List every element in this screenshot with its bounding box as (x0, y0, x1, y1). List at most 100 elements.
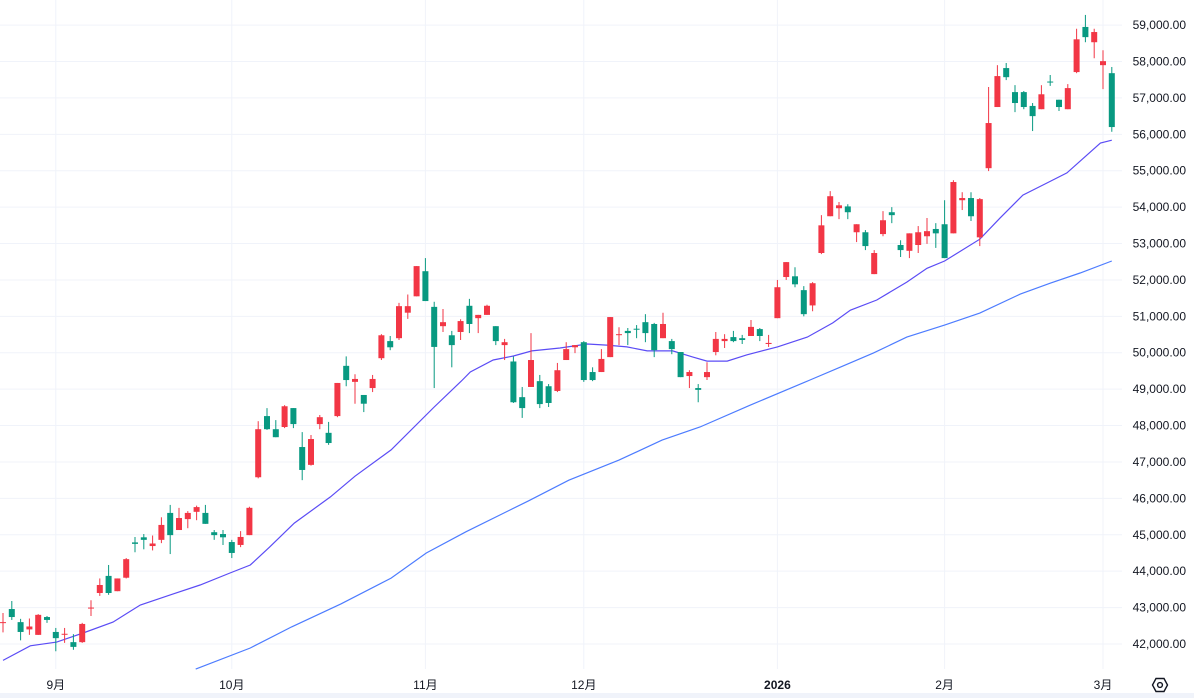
candle-body (1003, 68, 1010, 78)
candle-body (158, 524, 165, 540)
candle-body (880, 220, 886, 235)
candle-body (140, 537, 147, 540)
candle (1108, 66, 1115, 132)
candle-body (1064, 88, 1071, 110)
candle-body (264, 416, 270, 430)
candle-body (756, 329, 763, 336)
candle-body (844, 206, 851, 213)
candle (1091, 28, 1098, 59)
candle (880, 211, 886, 237)
candle (220, 530, 226, 545)
candle (0, 613, 6, 633)
candle (959, 192, 966, 211)
candle (932, 223, 939, 248)
candle-body (730, 337, 737, 342)
candle (290, 408, 297, 429)
candle (730, 330, 737, 343)
candle (114, 578, 121, 592)
candle-body (132, 542, 138, 544)
candle-body (26, 626, 33, 630)
candle-body (633, 328, 640, 330)
candle-body (1100, 61, 1106, 66)
candle-body (149, 543, 156, 547)
candle (70, 634, 77, 650)
candle (167, 504, 174, 555)
candle-body (246, 507, 253, 536)
x-tick-label: 2月 (935, 678, 954, 692)
candle (334, 382, 341, 418)
candle-body (739, 338, 746, 341)
candle (985, 87, 992, 172)
candle-body (721, 338, 728, 342)
moving-averages (2, 139, 1113, 670)
candle (202, 504, 209, 524)
candle (1020, 91, 1027, 110)
y-tick-label: 51,000.00 (1133, 309, 1187, 323)
candle (396, 302, 402, 341)
candle (545, 384, 552, 407)
candle-body (184, 512, 191, 520)
candle-body (448, 335, 455, 346)
price-axis[interactable]: 42,000.00 43,000.00 44,000.00 45,000.00 46,0… (1133, 18, 1187, 651)
candle-body (52, 631, 59, 639)
candle (105, 564, 112, 595)
time-axis[interactable]: 9月 10月 11月 12月 2026 2月 3月 (46, 678, 1112, 692)
candle (475, 314, 482, 334)
candle (352, 374, 358, 404)
candle-body (202, 512, 209, 524)
candle-body (1091, 32, 1098, 43)
candle (501, 338, 508, 361)
candle (765, 334, 772, 347)
candles (0, 14, 1115, 652)
candle-body (660, 323, 666, 339)
candle (378, 334, 385, 361)
candle (404, 294, 411, 319)
candle-body (800, 290, 807, 315)
moving-average-line-1 (2, 139, 1112, 661)
candle (783, 262, 790, 280)
candle-body (0, 622, 6, 624)
candle-body (378, 335, 385, 359)
x-tick-label: 9月 (46, 678, 65, 692)
x-tick-label: 2026 (764, 678, 791, 692)
candle-body (686, 372, 693, 377)
candle-body (440, 322, 446, 327)
candle-body (1012, 92, 1018, 104)
candle-body (123, 559, 130, 578)
y-tick-label: 45,000.00 (1133, 528, 1187, 542)
x-tick-label: 3月 (1094, 678, 1113, 692)
candle (264, 408, 270, 430)
candle (853, 224, 860, 243)
candle-body (668, 341, 675, 350)
candle (308, 435, 314, 466)
settings-button[interactable] (1151, 676, 1169, 694)
candle-body (748, 326, 754, 336)
y-tick-label: 52,000.00 (1133, 273, 1187, 287)
candle (17, 618, 24, 641)
candle (836, 202, 842, 220)
y-tick-label: 47,000.00 (1133, 455, 1187, 469)
candle (888, 207, 895, 224)
candle-body (176, 518, 182, 531)
candle (677, 352, 684, 378)
candle (387, 336, 394, 351)
candle-body (836, 205, 842, 209)
candle-body (704, 372, 710, 378)
candle-body (792, 276, 798, 285)
candle-body (492, 326, 499, 342)
y-tick-label: 44,000.00 (1133, 564, 1187, 578)
candle-body (712, 338, 719, 353)
candle-body (924, 231, 930, 237)
candle-body (308, 439, 314, 465)
candle (1038, 85, 1045, 110)
candle (862, 230, 869, 251)
x-tick-label: 12月 (571, 678, 596, 692)
candle-body (79, 623, 86, 643)
candle (96, 578, 103, 596)
candle (88, 600, 94, 616)
candle-body (774, 287, 781, 319)
candle (193, 505, 200, 521)
candle (149, 535, 156, 551)
candle-body (616, 334, 622, 336)
